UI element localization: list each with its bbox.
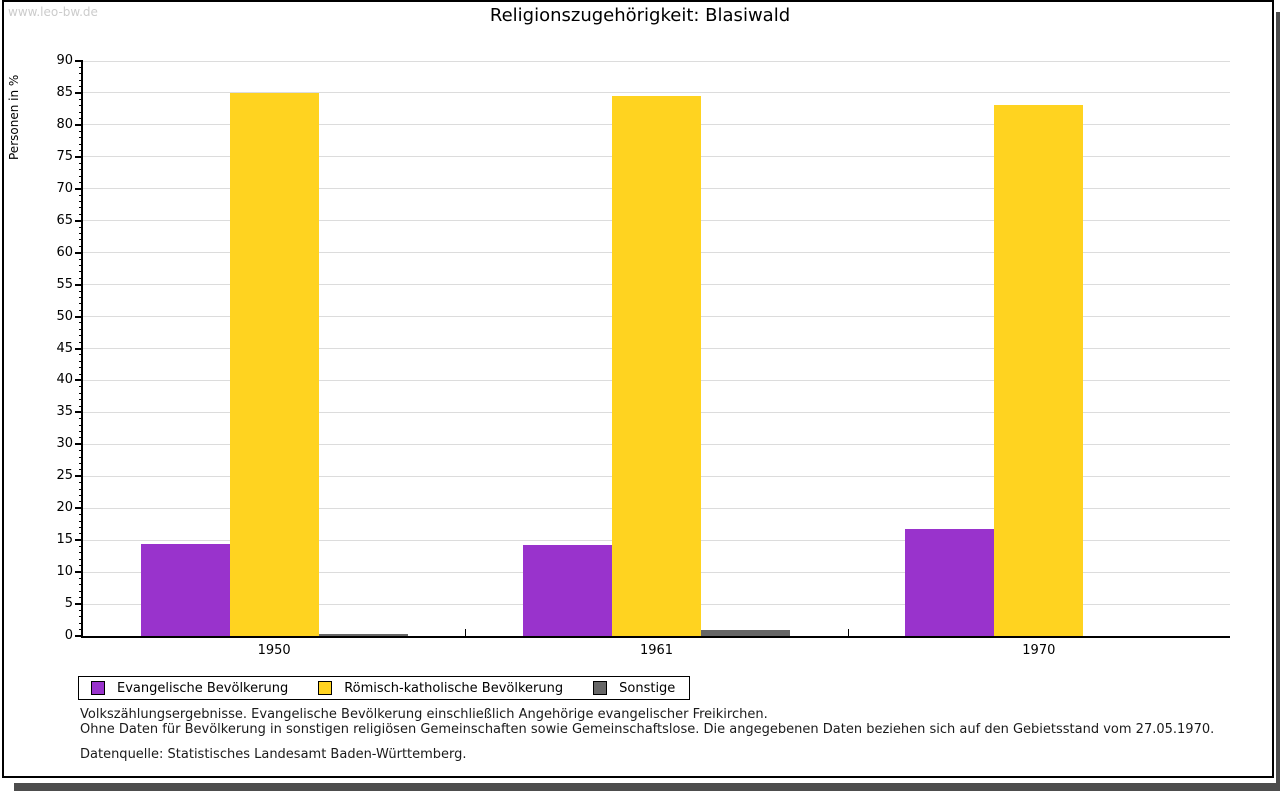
- y-tick-major: [75, 91, 83, 94]
- legend-label: Sonstige: [619, 680, 676, 696]
- legend-item-katholische: Römisch-katholische Bevölkerung: [318, 681, 563, 696]
- legend-swatch-sonstige: [593, 681, 608, 695]
- y-tick-major: [75, 315, 83, 318]
- y-tick-major: [75, 283, 83, 286]
- y-tick-major: [75, 507, 83, 510]
- y-tick-major: [75, 635, 83, 637]
- chart-title: Religionszugehörigkeit: Blasiwald: [489, 5, 791, 26]
- frame-shadow-right: [1276, 12, 1280, 791]
- legend-item-sonstige: Sonstige: [593, 681, 675, 696]
- y-tick-label: 70: [56, 180, 73, 196]
- y-tick-major: [75, 347, 83, 350]
- bar-1961-series-2: [701, 629, 790, 636]
- y-tick-major: [75, 411, 83, 414]
- y-tick-label: 55: [56, 276, 73, 292]
- y-tick-label: 10: [56, 564, 73, 580]
- y-tick-major: [75, 60, 83, 62]
- footnote-line-2: Ohne Daten für Bevölkerung in sonstigen …: [80, 722, 1215, 737]
- y-tick-label: 75: [56, 148, 73, 164]
- x-tick-label: 1970: [1022, 643, 1056, 658]
- bar-1950-series-1: [229, 92, 319, 636]
- y-tick-label: 15: [56, 532, 73, 548]
- legend-label: Römisch-katholische Bevölkerung: [344, 680, 564, 696]
- y-tick-label: 85: [56, 84, 73, 100]
- legend-swatch-evangelische: [91, 681, 105, 695]
- y-tick-major: [75, 219, 83, 222]
- y-tick-major: [75, 571, 83, 574]
- y-tick-major: [75, 155, 83, 158]
- y-axis-title: Personen in %: [7, 74, 21, 160]
- y-tick-major: [75, 443, 83, 446]
- y-tick-label: 80: [56, 116, 73, 132]
- x-axis-line: [81, 636, 1230, 638]
- y-tick-label: 65: [56, 212, 73, 228]
- legend-label: Evangelische Bevölkerung: [117, 680, 289, 696]
- data-source: Datenquelle: Statistisches Landesamt Bad…: [80, 747, 467, 762]
- gridline: [83, 60, 1230, 62]
- y-tick-major: [75, 475, 83, 478]
- legend-swatch-katholische: [318, 681, 333, 695]
- y-tick-label: 35: [56, 404, 73, 420]
- x-axis-group-tick: [847, 629, 849, 636]
- y-tick-label: 45: [56, 340, 73, 356]
- y-tick-major: [75, 187, 83, 190]
- bar-1961-series-1: [612, 95, 701, 636]
- y-tick-label: 5: [64, 596, 73, 612]
- bar-1970-series-1: [994, 105, 1084, 636]
- y-tick-major: [75, 603, 83, 606]
- y-axis-line: [81, 60, 83, 638]
- bar-1961-series-0: [523, 545, 612, 636]
- x-axis-group-tick: [465, 629, 467, 636]
- y-tick-label: 20: [56, 500, 73, 516]
- y-tick-label: 25: [56, 468, 73, 484]
- footnote-line-1: Volkszählungsergebnisse. Evangelische Be…: [80, 707, 768, 722]
- bar-1950-series-0: [140, 544, 230, 636]
- y-tick-label: 60: [56, 244, 73, 260]
- legend: Evangelische Bevölkerung Römisch-katholi…: [78, 676, 691, 700]
- y-tick-label: 40: [56, 372, 73, 388]
- y-tick-major: [75, 379, 83, 382]
- gridline: [83, 92, 1230, 94]
- y-tick-major: [75, 251, 83, 254]
- x-tick-label: 1961: [639, 643, 674, 658]
- bar-1970-series-0: [905, 528, 995, 636]
- frame-shadow-bottom: [14, 783, 1280, 791]
- y-tick-label: 0: [64, 628, 73, 643]
- watermark: www.leo-bw.de: [8, 5, 98, 19]
- bar-1950-series-2: [318, 634, 408, 636]
- legend-item-evangelische: Evangelische Bevölkerung: [91, 681, 288, 696]
- y-tick-label: 30: [56, 436, 73, 452]
- y-tick-major: [75, 123, 83, 126]
- y-tick-major: [75, 539, 83, 542]
- x-tick-label: 1950: [257, 643, 291, 658]
- y-tick-label: 90: [56, 53, 73, 68]
- y-tick-label: 50: [56, 308, 73, 324]
